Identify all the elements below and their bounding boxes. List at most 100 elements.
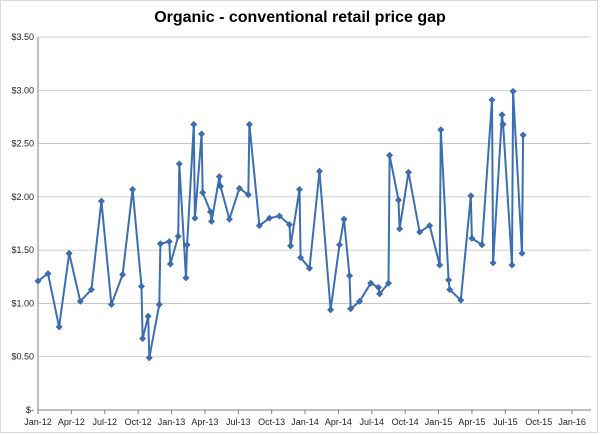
data-point bbox=[244, 191, 252, 199]
x-tick-label: Jul-15 bbox=[493, 417, 518, 427]
y-tick-label: $3.50 bbox=[11, 32, 34, 42]
data-point bbox=[327, 306, 335, 314]
data-point bbox=[499, 120, 507, 128]
data-point bbox=[55, 323, 63, 331]
data-point bbox=[199, 189, 207, 197]
data-point bbox=[208, 217, 216, 225]
data-point bbox=[315, 167, 324, 175]
data-point bbox=[255, 222, 263, 230]
data-point bbox=[457, 296, 465, 304]
x-tick-label: Apr-13 bbox=[191, 417, 218, 427]
data-point bbox=[519, 131, 527, 139]
x-tick-label: Jan-12 bbox=[24, 417, 52, 427]
data-point bbox=[190, 120, 198, 128]
data-point bbox=[175, 160, 183, 168]
x-tick-label: Jul-14 bbox=[360, 417, 385, 427]
x-tick-label: Apr-12 bbox=[58, 417, 85, 427]
data-point bbox=[295, 185, 304, 193]
data-point bbox=[34, 277, 42, 285]
data-point bbox=[347, 305, 355, 313]
data-point bbox=[416, 228, 424, 236]
data-point bbox=[155, 300, 163, 309]
y-tick-label: $- bbox=[26, 405, 34, 415]
x-tick-label: Oct-15 bbox=[525, 417, 552, 427]
data-point bbox=[509, 87, 517, 95]
x-tick-label: Jan-16 bbox=[558, 417, 586, 427]
data-point bbox=[376, 290, 384, 298]
data-point bbox=[145, 354, 153, 362]
x-axis-tick-labels: Jan-12 Apr-12 Jul-12 Oct-12 Jan-13 Apr-13 Jul-… bbox=[24, 417, 586, 427]
data-point bbox=[498, 111, 506, 119]
data-point bbox=[225, 215, 233, 223]
data-point bbox=[446, 286, 454, 294]
y-tick-label: $1.50 bbox=[11, 245, 34, 255]
data-point bbox=[467, 192, 475, 200]
data-point bbox=[468, 234, 476, 242]
data-point bbox=[245, 120, 253, 128]
data-point bbox=[285, 221, 294, 229]
data-point bbox=[335, 241, 344, 249]
data-point bbox=[287, 242, 295, 250]
x-tick-label: Oct-14 bbox=[392, 417, 419, 427]
y-tick-label: $2.00 bbox=[11, 192, 34, 202]
axes bbox=[37, 37, 591, 414]
data-point bbox=[174, 232, 182, 240]
data-point bbox=[97, 197, 105, 205]
x-tick-label: Jul-13 bbox=[226, 417, 251, 427]
data-point bbox=[76, 297, 84, 305]
data-point bbox=[478, 241, 486, 249]
data-point bbox=[156, 240, 164, 248]
data-point bbox=[488, 96, 496, 104]
data-point bbox=[404, 168, 413, 176]
data-point bbox=[144, 312, 152, 320]
data-point bbox=[183, 241, 191, 249]
data-point bbox=[297, 254, 305, 262]
data-point bbox=[65, 249, 73, 257]
data-point bbox=[445, 276, 453, 284]
data-point bbox=[198, 130, 206, 138]
x-tick-label: Jan-15 bbox=[425, 417, 453, 427]
y-tick-label: $3.00 bbox=[11, 85, 34, 95]
y-axis-tick-labels: $- $0.50 $1.00 $1.50 $2.00 $2.50 $3.00 $3.50 bbox=[11, 32, 34, 415]
y-tick-label: $1.00 bbox=[11, 298, 34, 308]
data-point bbox=[386, 151, 394, 159]
data-point bbox=[139, 335, 147, 343]
data-point bbox=[129, 185, 137, 193]
data-point bbox=[182, 274, 190, 282]
x-tick-label: Jan-14 bbox=[291, 417, 319, 427]
data-point bbox=[489, 259, 497, 267]
data-point bbox=[367, 279, 375, 287]
data-point bbox=[137, 282, 146, 290]
series-line bbox=[37, 90, 525, 359]
data-point bbox=[235, 184, 243, 192]
y-tick-label: $0.50 bbox=[11, 352, 34, 362]
x-tick-label: Oct-12 bbox=[125, 417, 152, 427]
data-point bbox=[436, 261, 444, 269]
series-layer bbox=[34, 87, 527, 362]
data-point bbox=[305, 264, 314, 272]
data-point bbox=[384, 279, 393, 287]
data-point bbox=[44, 270, 52, 278]
data-point bbox=[396, 225, 404, 233]
data-point bbox=[426, 222, 434, 230]
data-point bbox=[394, 196, 403, 204]
data-point bbox=[518, 249, 526, 257]
data-point bbox=[215, 173, 223, 181]
x-tick-label: Oct-13 bbox=[258, 417, 285, 427]
data-point bbox=[191, 214, 199, 222]
data-point bbox=[374, 283, 383, 291]
x-tick-label: Jul-12 bbox=[93, 417, 118, 427]
data-point bbox=[107, 300, 115, 309]
x-tick-label: Apr-14 bbox=[325, 417, 352, 427]
data-point bbox=[345, 272, 354, 280]
data-point bbox=[265, 214, 273, 222]
chart-title: Organic - conventional retail price gap bbox=[154, 9, 446, 26]
data-point bbox=[437, 126, 445, 134]
y-tick-label: $2.50 bbox=[11, 139, 34, 149]
data-point bbox=[206, 208, 215, 216]
x-tick-label: Apr-15 bbox=[458, 417, 485, 427]
data-point bbox=[508, 261, 516, 269]
data-point bbox=[166, 260, 174, 268]
x-tick-label: Jan-13 bbox=[158, 417, 186, 427]
data-point bbox=[87, 286, 95, 294]
